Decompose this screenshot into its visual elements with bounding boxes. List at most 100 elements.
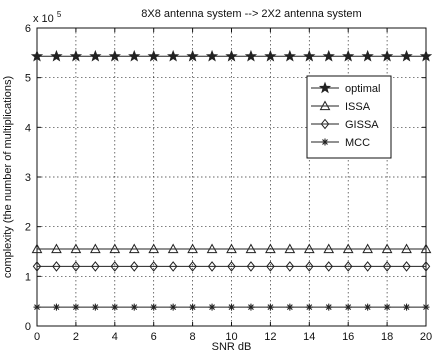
data-point-optimal bbox=[342, 49, 355, 62]
legend-box bbox=[306, 75, 392, 159]
y-multiplier-base: x 10 bbox=[33, 13, 54, 25]
data-point-optimal bbox=[108, 49, 121, 62]
data-point-mcc bbox=[72, 303, 80, 311]
y-tick-label: 6 bbox=[25, 23, 31, 35]
data-point-mcc bbox=[91, 303, 99, 311]
data-point-optimal bbox=[419, 49, 432, 62]
data-point-mcc bbox=[305, 303, 313, 311]
data-point-issa bbox=[420, 243, 432, 254]
data-point-issa bbox=[206, 243, 218, 254]
y-tick-label: 5 bbox=[25, 73, 31, 85]
data-point-gissa bbox=[130, 261, 139, 272]
data-point-mcc bbox=[422, 303, 430, 311]
data-point-gissa bbox=[71, 261, 81, 272]
data-point-issa bbox=[90, 243, 101, 254]
data-point-gissa bbox=[168, 261, 178, 272]
data-point-issa bbox=[167, 243, 179, 254]
data-point-issa bbox=[265, 243, 276, 254]
series-gissa bbox=[32, 261, 431, 272]
data-point-gissa bbox=[266, 261, 275, 272]
chart-title: 8X8 antenna system --> 2X2 antenna syste… bbox=[141, 8, 361, 20]
legend-marker-optimal bbox=[318, 81, 332, 94]
data-point-gissa bbox=[110, 261, 120, 272]
data-point-optimal bbox=[167, 49, 180, 62]
data-point-gissa bbox=[91, 261, 100, 272]
x-tick-label: 18 bbox=[381, 331, 393, 343]
data-point-mcc bbox=[286, 303, 294, 311]
data-point-mcc bbox=[33, 303, 41, 311]
y-tick-label: 1 bbox=[25, 271, 31, 283]
data-point-optimal bbox=[225, 49, 238, 62]
data-point-gissa bbox=[227, 261, 236, 272]
y-multiplier-exponent: 5 bbox=[57, 10, 62, 19]
legend-item-issa: ISSA bbox=[311, 100, 371, 113]
data-point-mcc bbox=[266, 303, 274, 311]
data-point-issa bbox=[342, 243, 354, 254]
data-point-issa bbox=[187, 243, 198, 254]
data-point-mcc bbox=[130, 303, 138, 311]
data-point-issa bbox=[362, 243, 373, 254]
legend-item-gissa: GISSA bbox=[311, 118, 379, 131]
data-point-optimal bbox=[361, 49, 374, 62]
x-tick-label: 6 bbox=[151, 331, 157, 343]
data-point-optimal bbox=[50, 49, 63, 62]
y-tick-label: 0 bbox=[25, 321, 31, 333]
data-point-issa bbox=[284, 243, 296, 254]
legend-marker-gissa bbox=[320, 118, 330, 130]
data-point-issa bbox=[51, 243, 62, 254]
series-issa bbox=[31, 243, 432, 254]
x-tick-label: 0 bbox=[34, 331, 40, 343]
x-tick-label: 10 bbox=[225, 331, 237, 343]
legend: optimal ISSA GISSA MCC bbox=[306, 75, 392, 159]
data-point-issa bbox=[31, 243, 43, 254]
data-point-gissa bbox=[52, 261, 61, 272]
legend-label: ISSA bbox=[345, 101, 371, 113]
x-tick-label: 4 bbox=[112, 331, 118, 343]
data-point-optimal bbox=[244, 49, 258, 62]
series-optimal bbox=[30, 49, 432, 62]
y-multiplier-label: x 10 5 bbox=[33, 10, 62, 25]
legend-marker-issa bbox=[319, 100, 331, 111]
data-point-gissa bbox=[421, 261, 431, 272]
data-point-gissa bbox=[305, 261, 314, 272]
data-point-mcc bbox=[325, 303, 333, 311]
legend-label: MCC bbox=[345, 137, 370, 149]
legend-label: GISSA bbox=[345, 119, 379, 131]
data-point-issa bbox=[109, 243, 121, 254]
data-point-gissa bbox=[188, 261, 197, 272]
data-point-gissa bbox=[343, 261, 353, 272]
data-point-gissa bbox=[246, 261, 256, 272]
data-point-mcc bbox=[169, 303, 177, 311]
x-tick-label: 8 bbox=[190, 331, 196, 343]
legend-marker-mcc bbox=[321, 138, 329, 146]
data-point-optimal bbox=[89, 49, 102, 62]
data-point-mcc bbox=[247, 303, 255, 311]
x-tick-label: 20 bbox=[420, 331, 432, 343]
data-point-mcc bbox=[150, 303, 158, 311]
data-point-issa bbox=[128, 243, 140, 254]
data-point-gissa bbox=[32, 261, 42, 272]
data-point-issa bbox=[381, 243, 393, 254]
data-point-optimal bbox=[128, 49, 141, 62]
data-point-optimal bbox=[303, 49, 316, 62]
data-point-issa bbox=[70, 243, 82, 254]
data-point-gissa bbox=[285, 261, 295, 272]
data-point-optimal bbox=[380, 49, 394, 62]
data-point-mcc bbox=[364, 303, 372, 311]
data-point-optimal bbox=[400, 49, 413, 62]
x-tick-label: 2 bbox=[73, 331, 79, 343]
data-point-issa bbox=[245, 243, 257, 254]
legend-label: optimal bbox=[345, 83, 380, 95]
data-point-optimal bbox=[205, 49, 219, 62]
data-point-mcc bbox=[52, 303, 60, 311]
data-point-issa bbox=[303, 243, 315, 254]
data-point-gissa bbox=[324, 261, 333, 272]
data-point-mcc bbox=[383, 303, 391, 311]
data-point-optimal bbox=[69, 49, 83, 62]
y-axis-label: complexity (the number of multiplication… bbox=[2, 76, 14, 278]
data-point-gissa bbox=[402, 261, 411, 272]
data-point-optimal bbox=[30, 49, 44, 62]
data-point-mcc bbox=[189, 303, 197, 311]
